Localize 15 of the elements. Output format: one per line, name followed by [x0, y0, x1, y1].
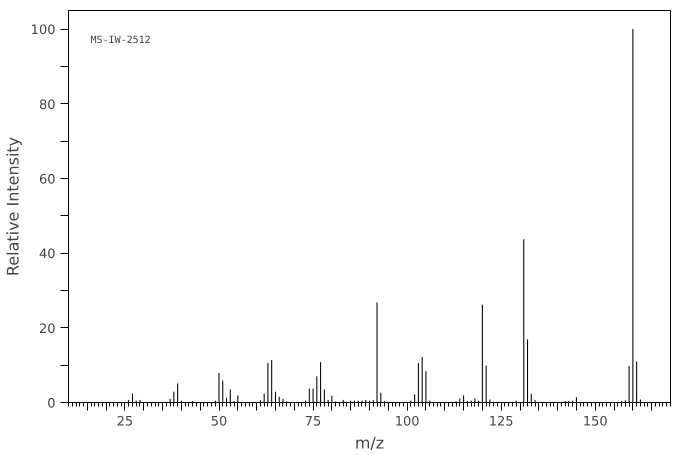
- y-axis-title: Relative Intensity: [4, 136, 23, 276]
- x-tick-label: 150: [582, 414, 608, 430]
- x-tick-label: 50: [210, 414, 228, 430]
- x-tick-label: 25: [116, 414, 134, 430]
- y-tick-label: 80: [38, 98, 56, 113]
- y-tick-label: 20: [38, 322, 56, 337]
- x-tick-label: 100: [394, 414, 420, 430]
- y-tick-label: 100: [30, 23, 56, 38]
- x-axis-title: m/z: [354, 434, 384, 452]
- y-tick-label: 40: [38, 247, 56, 262]
- annotation: MS-IW-2512: [90, 35, 151, 46]
- y-tick-label: 60: [38, 172, 56, 188]
- y-tick-label: 0: [47, 396, 56, 412]
- x-tick-label: 75: [304, 414, 322, 430]
- x-tick-label: 125: [488, 414, 514, 430]
